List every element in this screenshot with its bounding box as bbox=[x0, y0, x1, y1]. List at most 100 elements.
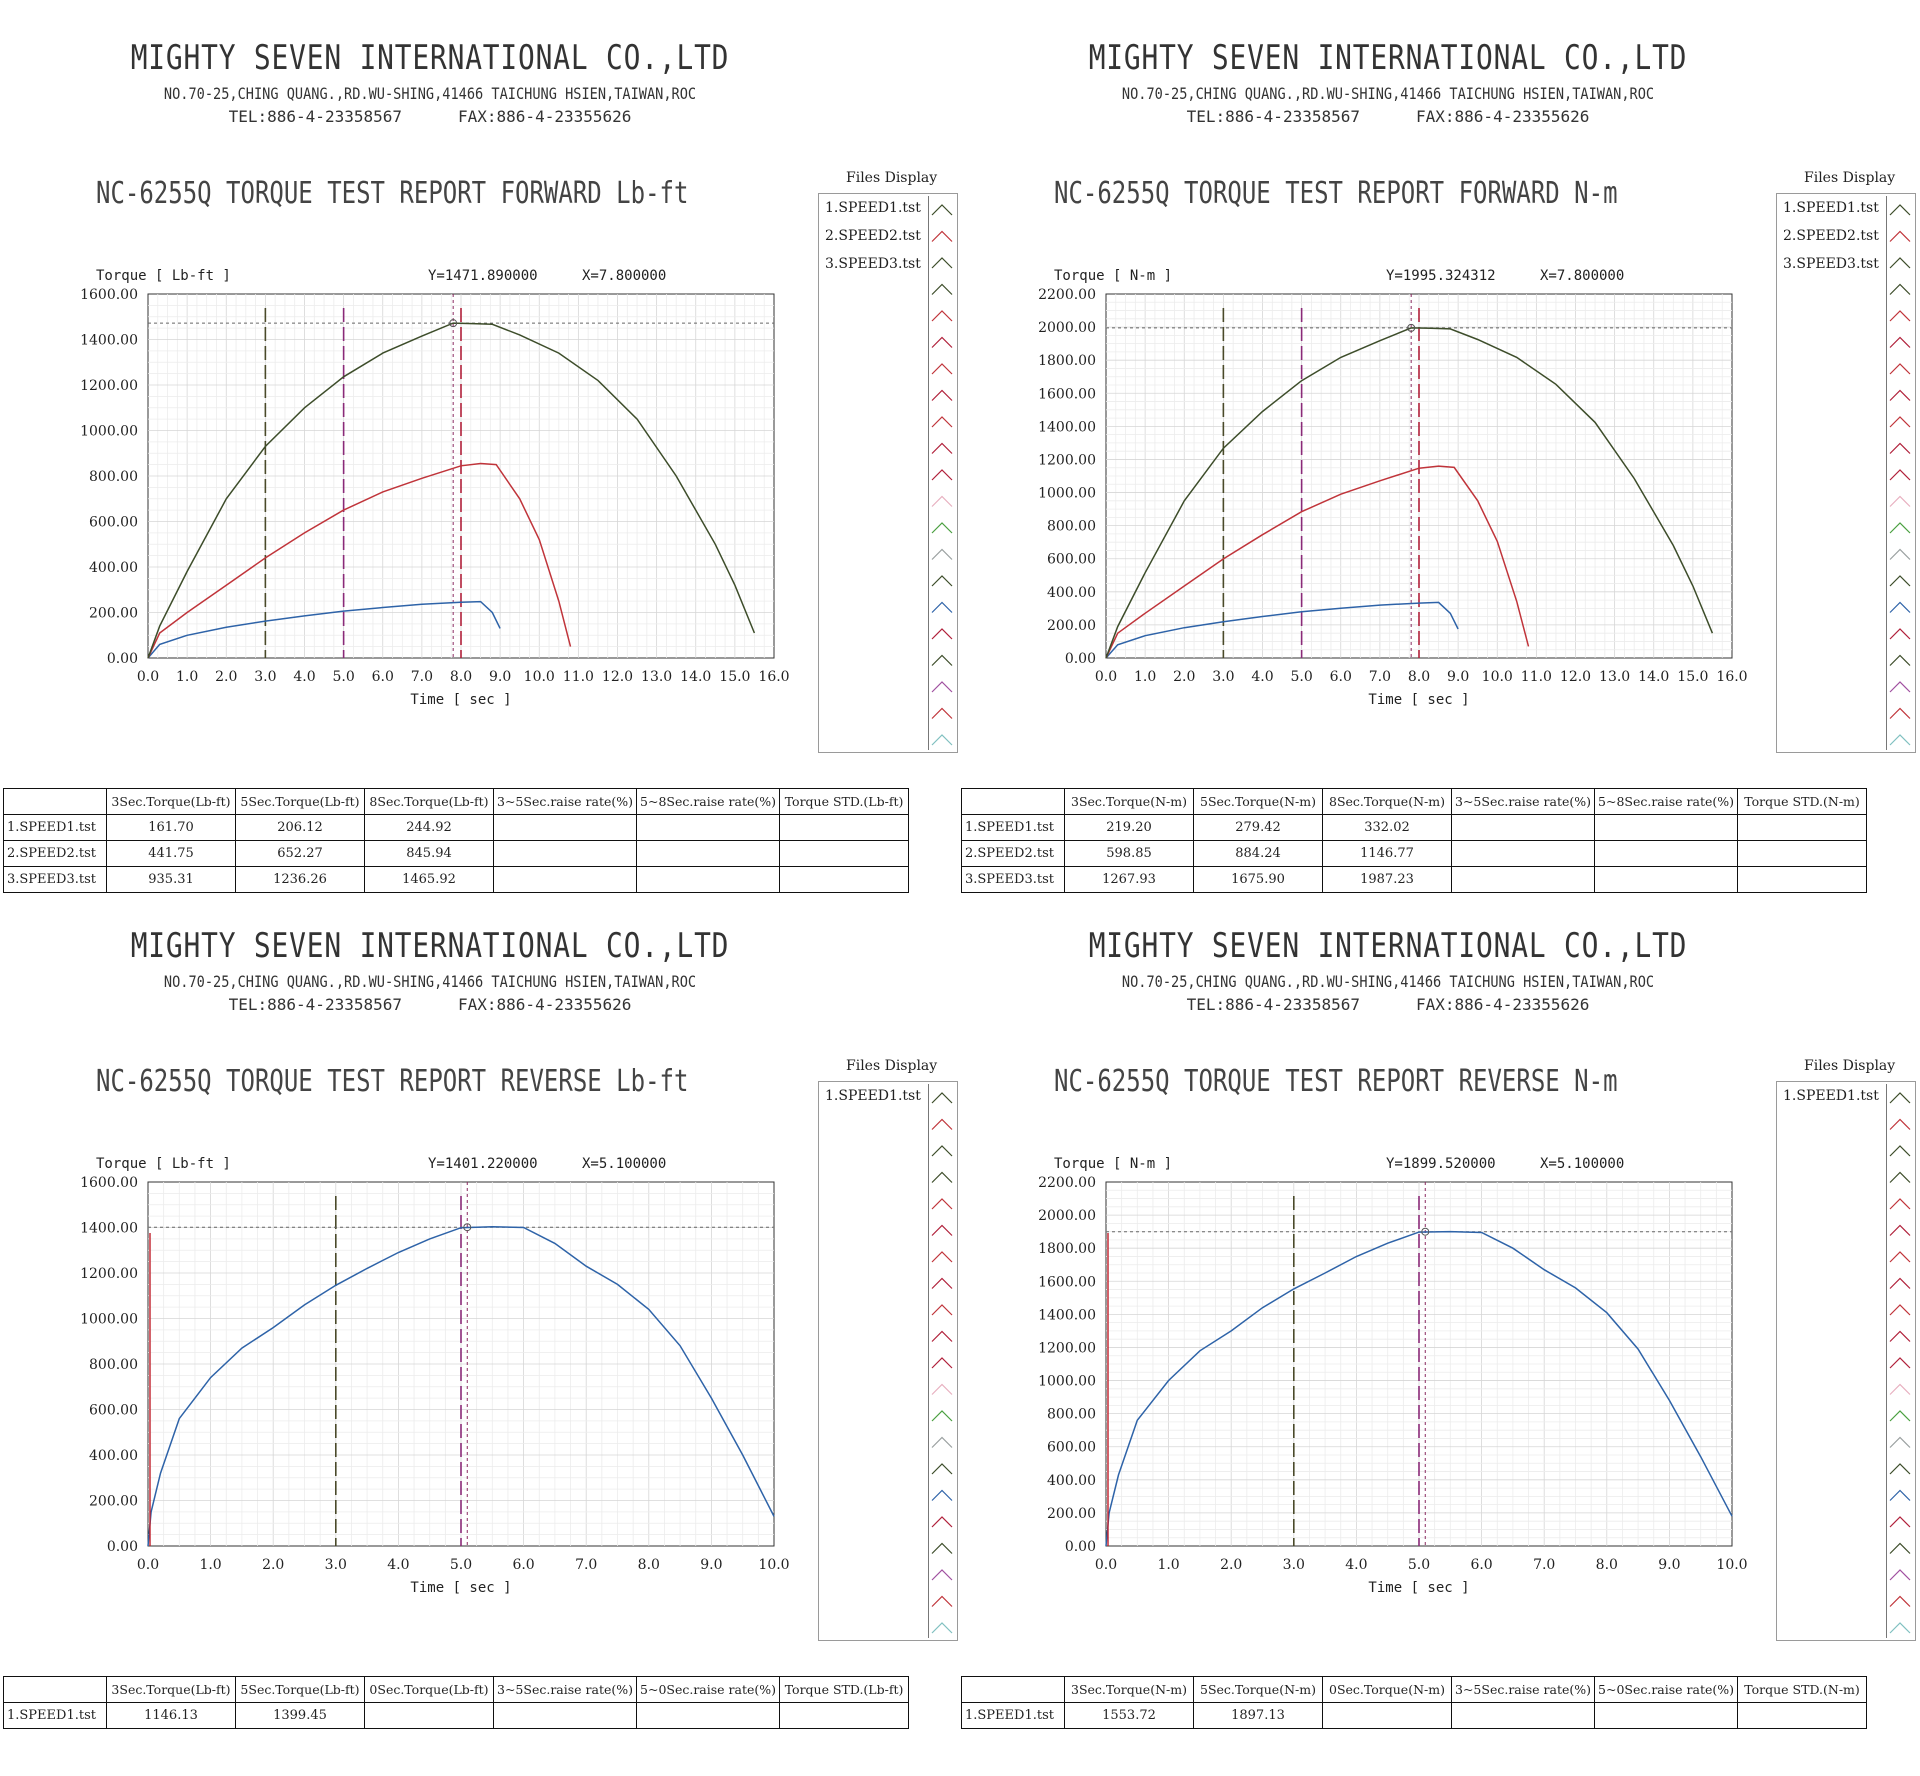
swatch-icon bbox=[931, 1171, 953, 1183]
file-item[interactable]: 3.SPEED3.tst bbox=[1783, 256, 1879, 272]
cursor-point bbox=[449, 319, 458, 328]
cursor-x-readout: X=7.800000 bbox=[582, 268, 666, 284]
files-display-label: Files Display bbox=[846, 170, 938, 186]
report-panel-2: MIGHTY SEVEN INTERNATIONAL CO.,LTD NO.70-… bbox=[958, 0, 1916, 893]
x-tick-label: 6.0 bbox=[1330, 669, 1352, 685]
table-cell bbox=[636, 814, 781, 841]
torque-chart: Torque [ Lb-ft ] Y=1471.890000 X=7.800000 T… bbox=[80, 268, 789, 708]
swatch-icon bbox=[931, 1542, 953, 1554]
table-header-cell bbox=[3, 788, 107, 815]
table-cell bbox=[779, 840, 910, 867]
torque-chart: Torque [ N-m ] Y=1995.324312 X=7.800000 Tim… bbox=[1038, 268, 1747, 708]
table-cell bbox=[1450, 814, 1596, 841]
table-header-cell: 3~5Sec.raise rate(%) bbox=[492, 788, 638, 815]
swatch-icon bbox=[931, 336, 953, 348]
x-tick-label: 5.0 bbox=[1408, 1557, 1430, 1573]
table-cell bbox=[492, 1702, 638, 1729]
file-color-strip bbox=[1886, 196, 1913, 750]
table-cell bbox=[492, 814, 638, 841]
swatch-icon bbox=[1889, 1622, 1911, 1634]
files-display-list[interactable]: 1.SPEED1.tst 2.SPEED2.tst 3.SPEED3.tst bbox=[1776, 193, 1916, 753]
swatch-icon bbox=[1889, 1224, 1911, 1236]
swatch-icon bbox=[1889, 230, 1911, 242]
swatch-icon bbox=[931, 204, 953, 216]
swatch-icon bbox=[1889, 548, 1911, 560]
table-cell: 1553.72 bbox=[1064, 1702, 1194, 1729]
table-header-cell: 3~5Sec.raise rate(%) bbox=[1450, 788, 1596, 815]
file-item[interactable]: 3.SPEED3.tst bbox=[825, 256, 921, 272]
file-color-strip bbox=[1886, 1084, 1913, 1638]
cursor-y-readout: Y=1899.520000 bbox=[1386, 1156, 1496, 1172]
swatch-icon bbox=[1889, 1436, 1911, 1448]
y-tick-label: 800.00 bbox=[89, 469, 138, 485]
swatch-icon bbox=[1889, 1383, 1911, 1395]
company-address: NO.70-25,CHING QUANG.,RD.WU-SHING,41466 … bbox=[1121, 84, 1655, 103]
company-fax: FAX:886-4-23355626 bbox=[1416, 995, 1590, 1014]
swatch-icon bbox=[931, 283, 953, 295]
report-title: NC-6255Q TORQUE TEST REPORT REVERSE Lb-f… bbox=[96, 1064, 689, 1099]
file-item[interactable]: 1.SPEED1.tst bbox=[1783, 200, 1879, 216]
table-row-label: 1.SPEED1.tst bbox=[961, 1702, 1065, 1729]
y-tick-label: 600.00 bbox=[1047, 552, 1096, 568]
table-cell bbox=[492, 866, 638, 893]
series-line-3 bbox=[1105, 327, 1714, 659]
x-tick-label: 2.0 bbox=[215, 669, 237, 685]
company-tel: TEL:886-4-23358567 bbox=[228, 995, 402, 1014]
file-color-strip bbox=[928, 1084, 955, 1638]
swatch-icon bbox=[1889, 681, 1911, 693]
table-header-cell: Torque STD.(Lb-ft) bbox=[779, 788, 910, 815]
x-tick-label: 14.0 bbox=[680, 669, 711, 685]
report-title: NC-6255Q TORQUE TEST REPORT FORWARD N-m bbox=[1054, 176, 1618, 211]
company-address: NO.70-25,CHING QUANG.,RD.WU-SHING,41466 … bbox=[163, 972, 697, 991]
table-header-cell bbox=[961, 1676, 1065, 1703]
table-cell: 1267.93 bbox=[1064, 866, 1194, 893]
file-item[interactable]: 1.SPEED1.tst bbox=[825, 200, 921, 216]
x-tick-label: 11.0 bbox=[1521, 669, 1552, 685]
y-tick-label: 400.00 bbox=[1047, 585, 1096, 601]
x-tick-label: 5.0 bbox=[332, 669, 354, 685]
file-item[interactable]: 1.SPEED1.tst bbox=[1783, 1088, 1879, 1104]
cursor-x-readout: X=5.100000 bbox=[582, 1156, 666, 1172]
y-tick-label: 1000.00 bbox=[80, 424, 138, 440]
table-row: 2.SPEED2.tst 441.75 652.27 845.94 bbox=[3, 840, 910, 867]
files-display-list[interactable]: 1.SPEED1.tst bbox=[1776, 1081, 1916, 1641]
table-cell: 279.42 bbox=[1193, 814, 1323, 841]
file-item[interactable]: 2.SPEED2.tst bbox=[825, 228, 921, 244]
swatch-icon bbox=[931, 363, 953, 375]
y-tick-label: 1200.00 bbox=[80, 1266, 138, 1282]
y-tick-label: 1600.00 bbox=[1038, 386, 1096, 402]
torque-chart: Torque [ N-m ] Y=1899.520000 X=5.100000 Tim… bbox=[1038, 1156, 1747, 1596]
y-tick-label: 400.00 bbox=[89, 560, 138, 576]
table-cell bbox=[636, 1702, 781, 1729]
swatch-icon bbox=[931, 1436, 953, 1448]
x-tick-label: 16.0 bbox=[758, 669, 789, 685]
swatch-icon bbox=[1889, 1463, 1911, 1475]
table-header-cell: 0Sec.Torque(Lb-ft) bbox=[364, 1676, 494, 1703]
x-tick-label: 4.0 bbox=[1345, 1557, 1367, 1573]
x-tick-label: 1.0 bbox=[199, 1557, 221, 1573]
x-tick-label: 9.0 bbox=[1447, 669, 1469, 685]
file-item[interactable]: 2.SPEED2.tst bbox=[1783, 228, 1879, 244]
company-fax: FAX:886-4-23355626 bbox=[1416, 107, 1590, 126]
company-name: MIGHTY SEVEN INTERNATIONAL CO.,LTD bbox=[130, 926, 730, 966]
files-display-label: Files Display bbox=[1804, 1058, 1896, 1074]
swatch-icon bbox=[931, 442, 953, 454]
x-tick-label: 0.0 bbox=[137, 1557, 159, 1573]
files-display-list[interactable]: 1.SPEED1.tst 2.SPEED2.tst 3.SPEED3.tst bbox=[818, 193, 958, 753]
files-display-list[interactable]: 1.SPEED1.tst bbox=[818, 1081, 958, 1641]
color-swatch-icons bbox=[1889, 1092, 1911, 1634]
table-row-label: 1.SPEED1.tst bbox=[3, 1702, 107, 1729]
y-tick-label: 600.00 bbox=[89, 515, 138, 531]
table-cell: 206.12 bbox=[235, 814, 365, 841]
swatch-icon bbox=[931, 230, 953, 242]
file-item[interactable]: 1.SPEED1.tst bbox=[825, 1088, 921, 1104]
x-tick-label: 10.0 bbox=[758, 1557, 789, 1573]
table-cell: 244.92 bbox=[364, 814, 494, 841]
table-header-cell: 5~8Sec.raise rate(%) bbox=[636, 788, 781, 815]
swatch-icon bbox=[931, 1277, 953, 1289]
table-cell bbox=[1594, 814, 1739, 841]
swatch-icon bbox=[1889, 1357, 1911, 1369]
swatch-icon bbox=[931, 1622, 953, 1634]
series-line-1 bbox=[1105, 601, 1459, 659]
cursor-x-readout: X=5.100000 bbox=[1540, 1156, 1624, 1172]
